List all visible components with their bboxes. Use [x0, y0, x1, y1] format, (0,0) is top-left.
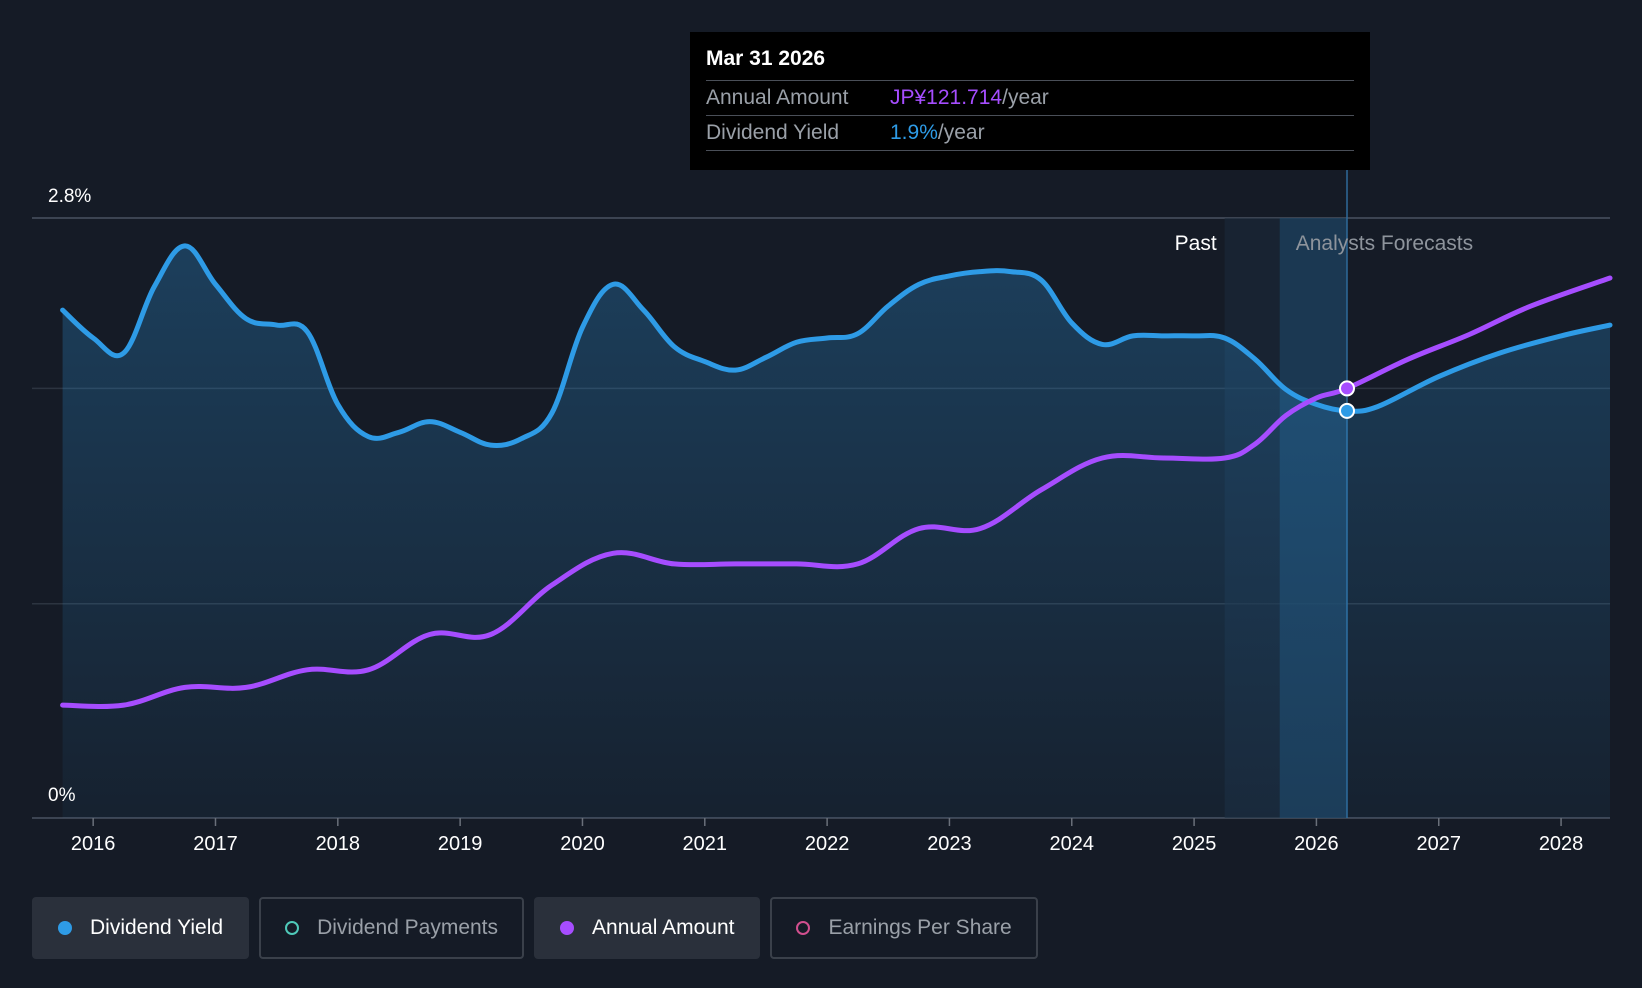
tooltip-unit: /year: [1002, 86, 1049, 109]
dividend-payments-ring-icon: [285, 921, 300, 935]
x-tick-label: 2023: [927, 833, 972, 855]
legend-annual-amount[interactable]: Annual Amount: [534, 897, 761, 959]
x-tick-label: 2019: [438, 833, 483, 855]
legend-label: Annual Amount: [592, 916, 735, 939]
tooltip-value: 1.9%: [890, 121, 938, 144]
dividend-yield-area: [62, 245, 1611, 819]
x-tick-label: 2025: [1172, 833, 1217, 855]
dividend-yield-dot-icon: [58, 921, 72, 935]
x-tick-label: 2022: [805, 833, 850, 855]
tooltip-value: JP¥121.714: [890, 86, 1003, 109]
x-tick-label: 2028: [1539, 833, 1584, 855]
tooltip-row-dividend-yield: Dividend Yield 1.9% /year: [706, 115, 1354, 151]
legend: Dividend Yield Dividend Payments Annual …: [32, 897, 1038, 959]
tooltip-unit: /year: [937, 121, 985, 144]
x-tick-label: 2018: [316, 833, 361, 855]
legend-label: Dividend Yield: [90, 916, 224, 939]
x-tick-label: 2017: [193, 833, 238, 855]
annual-amount-dot-icon: [560, 921, 575, 935]
legend-dividend-payments[interactable]: Dividend Payments: [259, 897, 525, 959]
tooltip-date: Mar 31 2026: [706, 47, 826, 70]
x-tick-label: 2020: [560, 833, 605, 855]
legend-earnings-per-share[interactable]: Earnings Per Share: [770, 897, 1038, 959]
annual-amount-marker: [1339, 380, 1355, 397]
y-tick-label-top: 2.8%: [48, 186, 91, 207]
forecast-region-label: Analysts Forecasts: [1296, 232, 1473, 255]
legend-dividend-yield[interactable]: Dividend Yield: [32, 897, 250, 959]
earnings-per-share-ring-icon: [796, 921, 811, 935]
x-axis: 2016 2017 2018 2019 2020 2021 2022 2023 2024 2025…: [71, 818, 1583, 855]
tooltip-row-annual-amount: Annual Amount JP¥121.714 /year: [706, 80, 1354, 115]
x-tick-label: 2021: [683, 833, 728, 855]
x-tick-label: 2026: [1294, 833, 1339, 855]
dividend-yield-line: [60, 243, 1613, 448]
legend-label: Earnings Per Share: [828, 916, 1012, 939]
x-tick-label: 2024: [1050, 833, 1095, 855]
annual-amount-line: [60, 275, 1613, 709]
x-tick-label: 2016: [71, 833, 116, 855]
tooltip-label: Dividend Yield: [706, 121, 840, 144]
legend-label: Dividend Payments: [317, 916, 499, 939]
y-tick-label-bottom: 0%: [48, 785, 76, 806]
x-tick-label: 2027: [1416, 833, 1461, 855]
tooltip: Mar 31 2026 Annual Amount JP¥121.714 /ye…: [690, 32, 1370, 170]
dividend-yield-marker: [1339, 402, 1355, 419]
tooltip-label: Annual Amount: [706, 86, 849, 109]
past-region-label: Past: [1175, 232, 1217, 255]
